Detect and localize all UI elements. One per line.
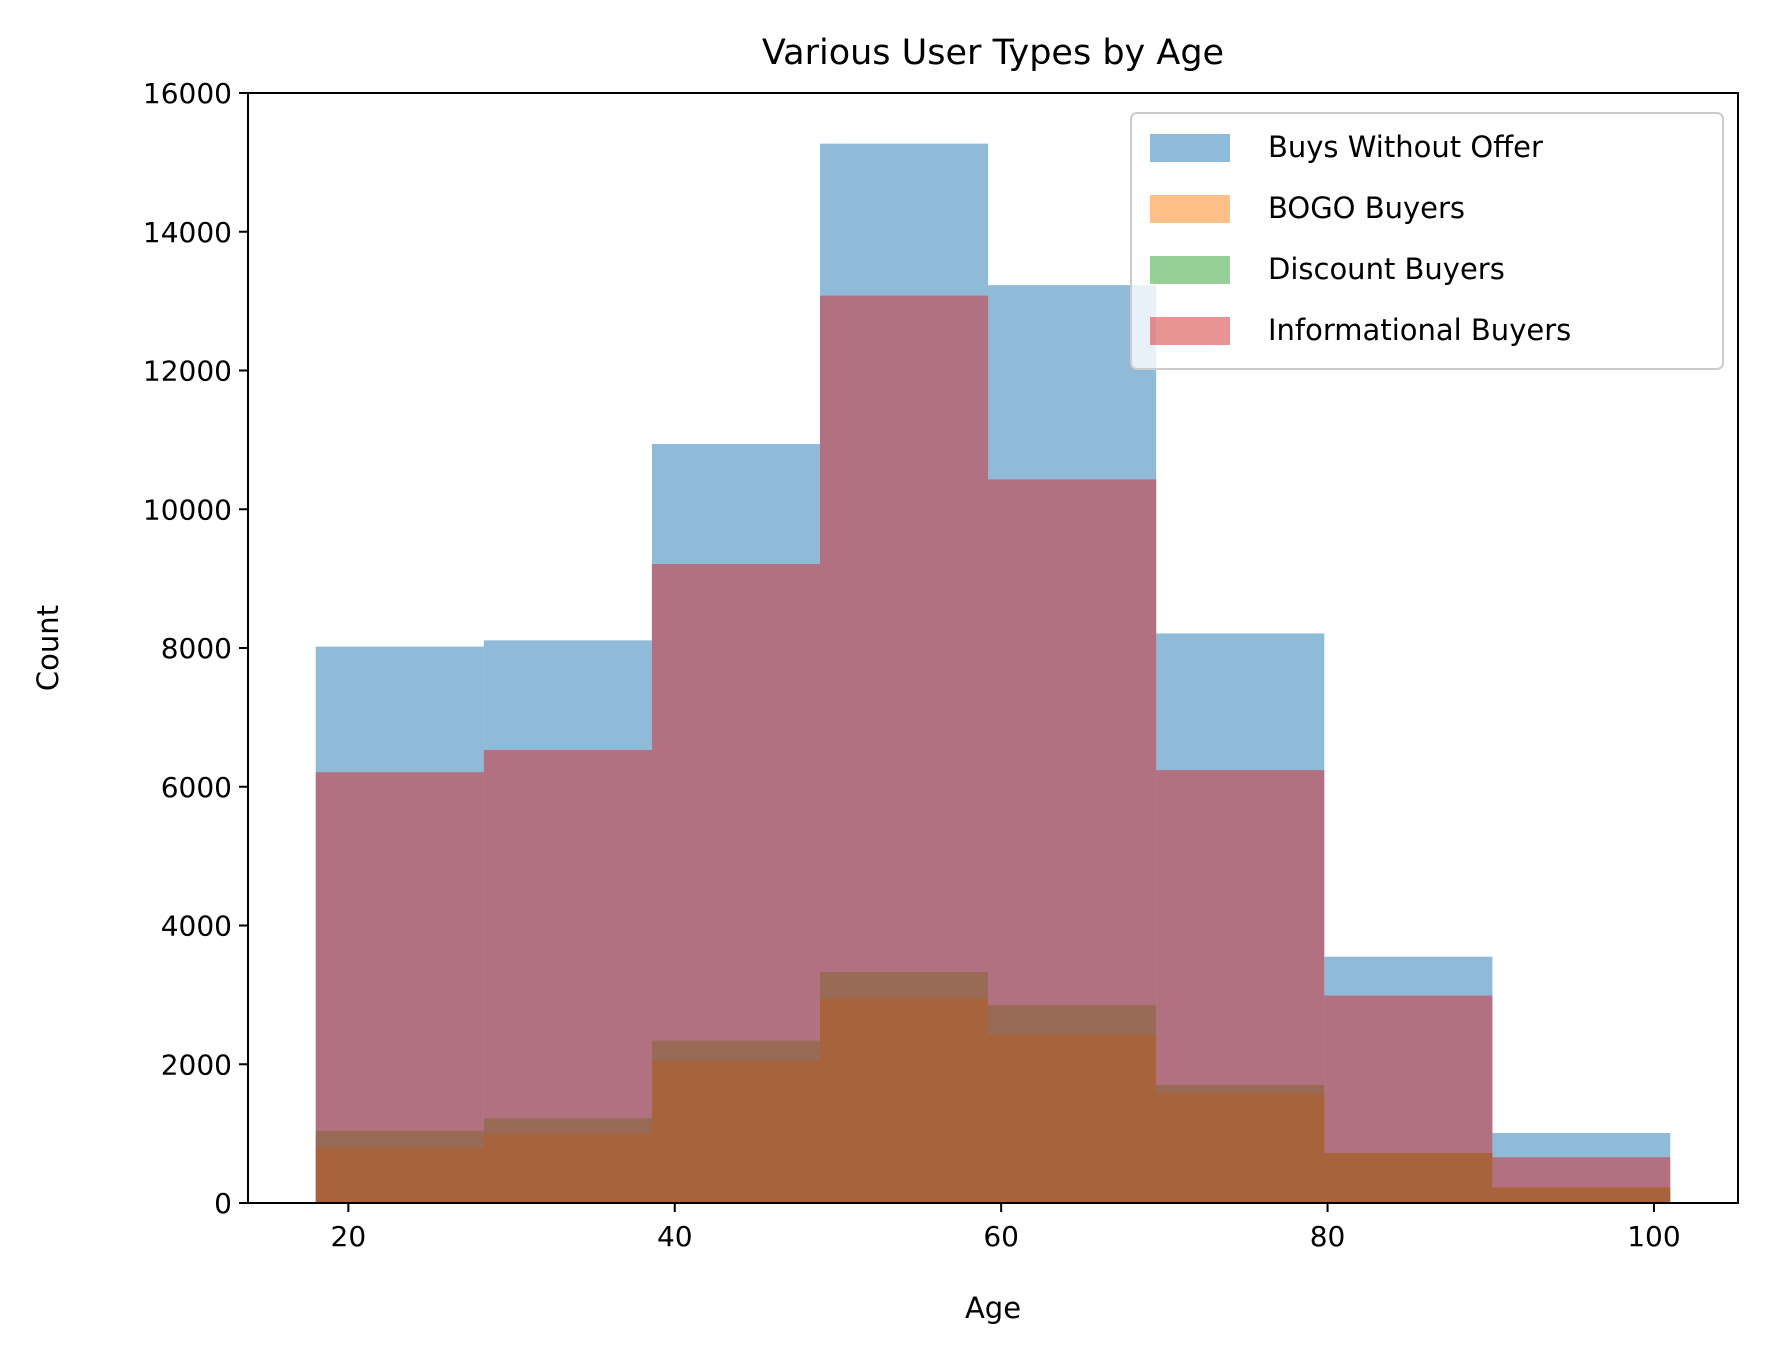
chart-title: Various User Types by Age [762,33,1224,73]
y-tick-label: 14000 [143,216,232,249]
y-tick-label: 6000 [161,771,232,804]
bar-informational-buyers-7 [1492,1157,1671,1203]
y-tick-label: 4000 [161,910,232,943]
bar-informational-buyers-6 [1324,995,1493,1203]
x-tick-label: 100 [1627,1220,1680,1253]
legend-label: Informational Buyers [1268,313,1571,347]
legend-swatch [1150,317,1230,345]
x-tick-label: 80 [1310,1220,1346,1253]
bar-informational-buyers-0 [315,772,484,1203]
legend-item-bogo-buyers: BOGO Buyers [1150,191,1465,225]
legend-item-buys-without-offer: Buys Without Offer [1150,130,1543,164]
y-tick-label: 2000 [161,1048,232,1081]
histogram-bars [315,143,1671,1204]
legend-box [1130,112,1724,370]
x-tick-label: 60 [983,1220,1019,1253]
x-tick-label: 20 [331,1220,367,1253]
bar-informational-buyers-5 [1156,770,1325,1203]
bar-informational-buyers-4 [988,479,1157,1203]
legend: Buys Without Offer BOGO Buyers Discount Bu… [1130,112,1724,370]
legend-swatch [1150,256,1230,284]
legend-label: Discount Buyers [1268,252,1505,286]
legend-swatch [1150,195,1230,223]
x-axis-ticks: 20 40 60 80 100 [331,1203,1681,1253]
y-axis-label: Count [31,605,65,691]
bar-informational-buyers-1 [483,749,652,1203]
legend-item-informational-buyers: Informational Buyers [1150,313,1571,347]
x-tick-label: 40 [657,1220,693,1253]
series-informational-buyers [315,295,1671,1203]
bar-informational-buyers-2 [651,564,821,1203]
x-axis-label: Age [965,1291,1021,1325]
legend-label: BOGO Buyers [1268,191,1465,225]
y-tick-label: 12000 [143,355,232,388]
legend-item-discount-buyers: Discount Buyers [1150,252,1505,286]
y-tick-label: 16000 [143,77,232,110]
legend-swatch [1150,134,1230,162]
plot-frame [247,92,1739,1204]
bar-informational-buyers-3 [820,295,989,1203]
y-tick-label: 0 [214,1187,232,1220]
legend-label: Buys Without Offer [1268,130,1543,164]
y-tick-label: 10000 [143,493,232,526]
y-axis-ticks: 0 2000 4000 6000 8000 10000 12000 14000 16000 [143,77,248,1220]
y-tick-label: 8000 [161,632,232,665]
